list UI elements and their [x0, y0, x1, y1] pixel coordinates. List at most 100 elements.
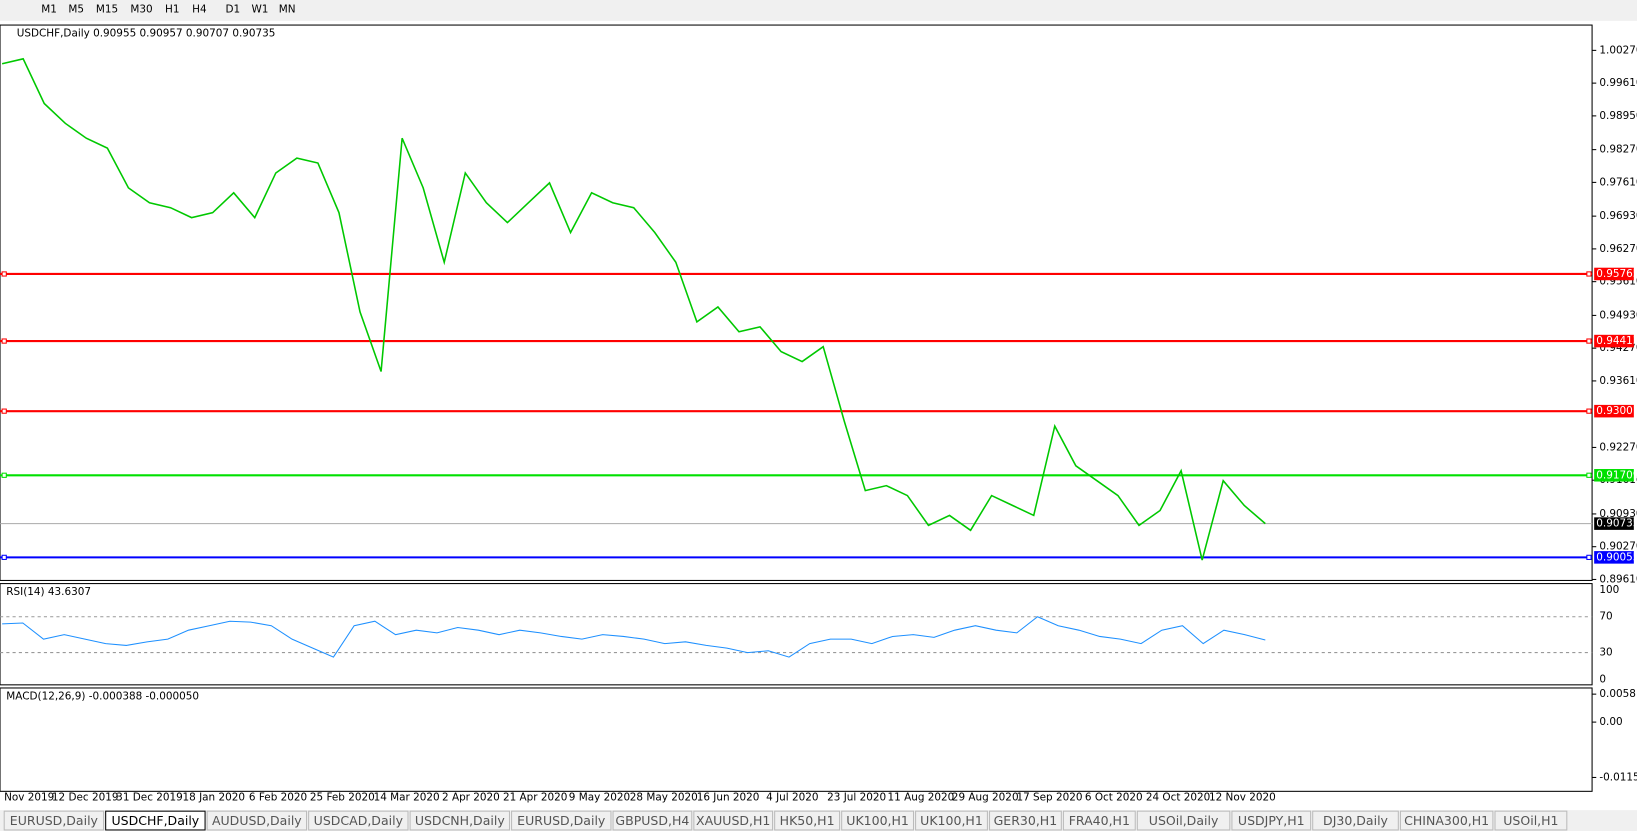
tab[interactable] — [988, 810, 1062, 831]
timeframe-button[interactable]: D1 — [226, 3, 241, 15]
tab-label[interactable]: EURUSD,Daily — [10, 813, 99, 828]
date-label: 29 Aug 2020 — [952, 792, 1019, 804]
timeframe-button[interactable]: M15 — [96, 3, 118, 15]
date-label: 6 Feb 2020 — [249, 792, 307, 804]
rsi-panel — [0, 583, 1593, 686]
tab-label[interactable]: USDJPY,H1 — [1238, 813, 1305, 828]
timeframe-button[interactable]: MN — [279, 3, 296, 15]
tab-label[interactable]: USDCAD,Daily — [314, 813, 404, 828]
tab-label[interactable]: GBPUSD,H4 — [615, 813, 689, 828]
level-label: 0.93001 — [1596, 405, 1637, 417]
date-label: 17 Sep 2020 — [1016, 792, 1082, 804]
tab-label[interactable]: HK50,H1 — [780, 813, 835, 828]
level-label-box — [1594, 469, 1634, 482]
tab[interactable] — [308, 810, 409, 831]
price-panel — [0, 24, 1593, 581]
level-handle[interactable] — [1586, 338, 1592, 344]
date-label: 31 Dec 2019 — [116, 792, 183, 804]
rsi-header: RSI(14) 43.6307 — [6, 586, 91, 598]
tab[interactable] — [693, 810, 774, 831]
level-label: 0.90735 — [1596, 518, 1637, 530]
macd-tick-label: 0.005818 — [1599, 688, 1637, 700]
level-handle[interactable] — [1586, 408, 1592, 414]
tab-label[interactable]: UK100,H1 — [846, 813, 909, 828]
date-label: 16 Jun 2020 — [697, 792, 760, 804]
rsi-tick-label: 100 — [1599, 584, 1619, 596]
level-label: 0.91709 — [1596, 469, 1637, 481]
level-handle[interactable] — [1586, 554, 1592, 560]
tab[interactable] — [1062, 810, 1136, 831]
tab[interactable] — [3, 810, 105, 831]
tab[interactable] — [409, 810, 511, 831]
tab[interactable] — [774, 810, 841, 831]
tab-label[interactable]: FRA40,H1 — [1069, 813, 1130, 828]
tab[interactable] — [511, 810, 612, 831]
level-handle[interactable] — [1, 554, 7, 560]
tab[interactable] — [915, 810, 988, 831]
tab[interactable] — [1399, 810, 1494, 831]
level-handle[interactable] — [1586, 472, 1592, 478]
tab[interactable] — [841, 810, 915, 831]
tab-label[interactable]: USOil,H1 — [1503, 813, 1558, 828]
timeframe-button[interactable]: W1 — [252, 3, 269, 15]
tab[interactable] — [1136, 810, 1231, 831]
level-handle[interactable] — [1, 472, 7, 478]
date-label: 25 Feb 2020 — [310, 792, 375, 804]
tab[interactable] — [1231, 810, 1312, 831]
macd-panel — [0, 687, 1593, 792]
timeframe-button[interactable]: H4 — [192, 3, 207, 15]
tab-label[interactable]: AUDUSD,Daily — [212, 813, 302, 828]
date-label: 6 Oct 2020 — [1085, 792, 1143, 804]
date-label: 11 Aug 2020 — [888, 792, 955, 804]
toolbar — [0, 0, 1637, 21]
date-label: 23 Jul 2020 — [827, 792, 886, 804]
tab[interactable] — [1312, 810, 1399, 831]
level-label: 0.90055 — [1596, 551, 1637, 563]
level-label-box — [1594, 517, 1634, 530]
tab[interactable] — [206, 810, 308, 831]
level-label: 0.95765 — [1596, 268, 1637, 280]
chart-header: USDCHF,Daily 0.90955 0.90957 0.90707 0.9… — [17, 27, 276, 39]
date-label: 21 Apr 2020 — [503, 792, 567, 804]
level-label-box — [1594, 334, 1634, 348]
tab-label[interactable]: UK100,H1 — [920, 813, 983, 828]
level-handle[interactable] — [1, 338, 7, 344]
date-label: 9 May 2020 — [569, 792, 630, 804]
timeframe-button[interactable]: H1 — [165, 3, 179, 15]
price-line — [1, 57, 1266, 561]
level-handle[interactable] — [1, 408, 7, 414]
tab[interactable] — [1494, 810, 1568, 831]
level-handle[interactable] — [1586, 271, 1592, 277]
date-label: 18 Jan 2020 — [183, 792, 245, 804]
timeframe-button[interactable]: M5 — [68, 3, 84, 15]
rsi-tick-label: 30 — [1599, 647, 1612, 659]
date-label: 28 May 2020 — [630, 792, 698, 804]
macd-header: MACD(12,26,9) -0.000388 -0.000050 — [6, 690, 199, 702]
timeframe-button[interactable]: M30 — [130, 3, 152, 15]
tab[interactable] — [105, 810, 206, 831]
date-label: 24 Oct 2020 — [1146, 792, 1210, 804]
level-label: 0.94413 — [1596, 335, 1637, 347]
tab-label[interactable]: XAUUSD,H1 — [696, 813, 770, 828]
tab-label[interactable]: USDCHF,Daily — [111, 813, 199, 828]
tab-label[interactable]: USOil,Daily — [1149, 813, 1219, 828]
tab-label[interactable]: DJ30,Daily — [1323, 813, 1388, 828]
tab-label[interactable]: GER30,H1 — [994, 813, 1058, 828]
tab-label[interactable]: USDCNH,Daily — [415, 813, 505, 828]
tab[interactable] — [612, 810, 693, 831]
tab-label[interactable]: EURUSD,Daily — [517, 813, 606, 828]
date-label: 14 Mar 2020 — [374, 792, 440, 804]
level-handle[interactable] — [1, 271, 7, 277]
tab-label[interactable]: CHINA300,H1 — [1404, 813, 1489, 828]
timeframe-button[interactable]: M1 — [41, 3, 57, 15]
